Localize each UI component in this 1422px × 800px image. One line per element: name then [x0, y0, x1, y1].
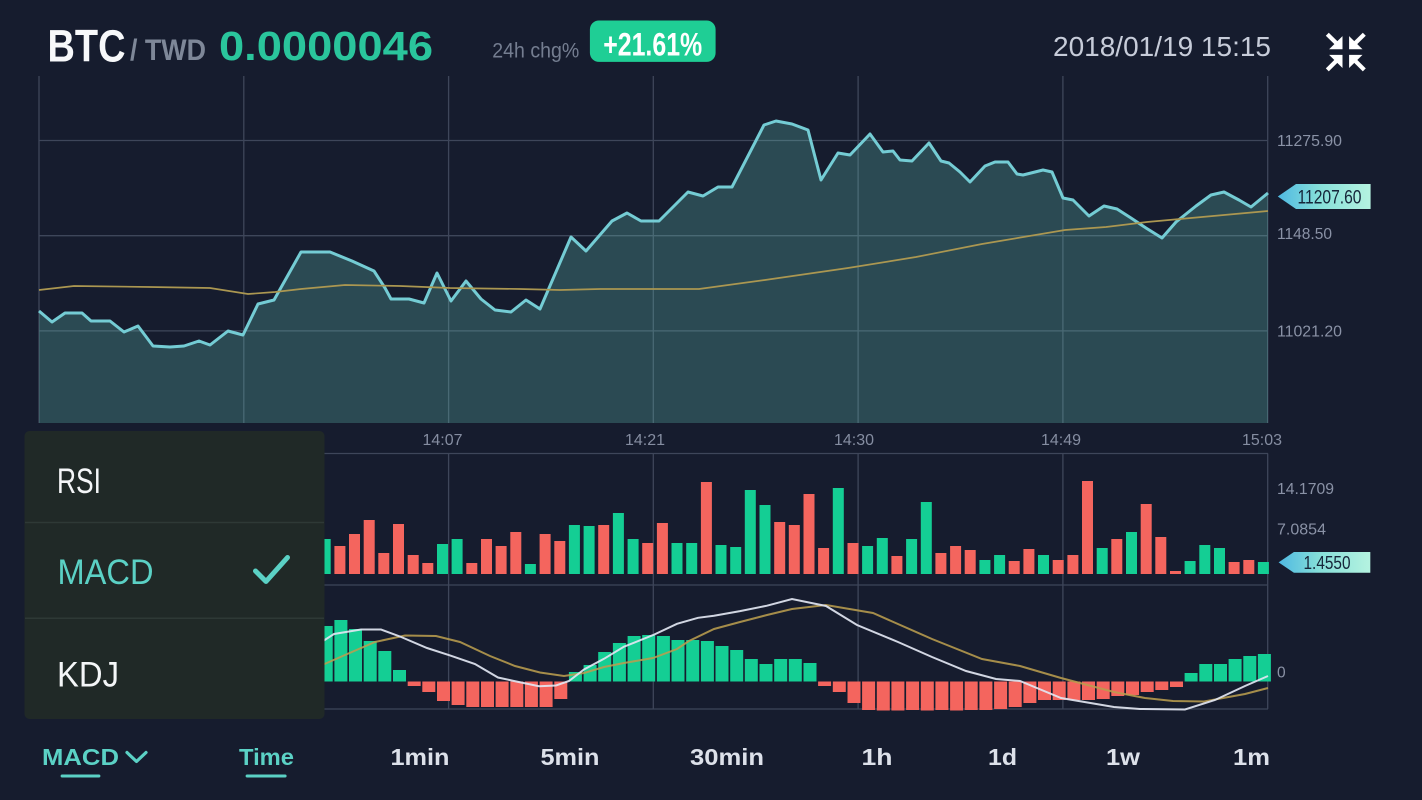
svg-text:1148.50: 1148.50 [1277, 226, 1332, 243]
svg-text:1.4550: 1.4550 [1304, 553, 1351, 573]
svg-text:14:21: 14:21 [625, 432, 665, 449]
svg-text:1m: 1m [1233, 744, 1270, 770]
svg-text:11207.60: 11207.60 [1298, 187, 1362, 208]
svg-text:11021.20: 11021.20 [1277, 323, 1342, 340]
svg-text:BTC: BTC [48, 20, 126, 71]
svg-text:14:49: 14:49 [1041, 432, 1081, 449]
svg-text:5min: 5min [541, 744, 600, 770]
svg-text:24h chg%: 24h chg% [492, 40, 579, 63]
svg-text:/ TWD: / TWD [130, 34, 206, 67]
svg-text:14:30: 14:30 [834, 432, 874, 449]
svg-text:MACD: MACD [58, 552, 154, 592]
svg-text:MACD: MACD [42, 744, 119, 770]
svg-text:14.1709: 14.1709 [1277, 481, 1334, 498]
svg-text:30min: 30min [690, 744, 764, 770]
svg-text:15:03: 15:03 [1242, 432, 1282, 449]
svg-text:1w: 1w [1106, 744, 1140, 770]
svg-text:0.0000046: 0.0000046 [219, 23, 433, 69]
svg-text:1min: 1min [391, 744, 450, 770]
svg-text:11275.90: 11275.90 [1277, 133, 1342, 150]
svg-text:1h: 1h [862, 744, 893, 770]
svg-text:+21.61%: +21.61% [603, 27, 702, 63]
svg-text:RSI: RSI [57, 461, 101, 501]
svg-text:KDJ: KDJ [57, 654, 119, 694]
svg-text:2018/01/19 15:15: 2018/01/19 15:15 [1053, 31, 1271, 62]
svg-text:0: 0 [1277, 664, 1286, 681]
svg-text:7.0854: 7.0854 [1277, 521, 1326, 538]
svg-text:Time: Time [239, 744, 294, 770]
svg-text:1d: 1d [988, 744, 1017, 770]
svg-text:14:07: 14:07 [423, 432, 463, 449]
